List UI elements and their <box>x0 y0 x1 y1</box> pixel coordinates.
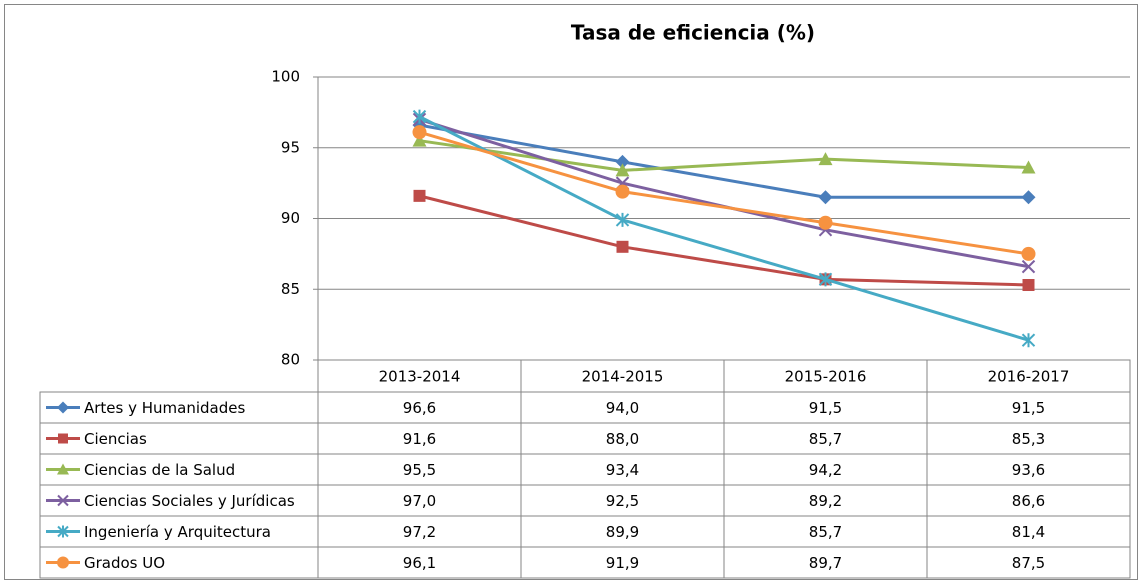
legend-label: Ciencias <box>84 430 147 448</box>
legend-label: Ciencias de la Salud <box>84 461 235 479</box>
table-cell: 97,0 <box>403 492 436 510</box>
table-cell: 89,7 <box>809 554 842 572</box>
marker <box>1021 333 1036 348</box>
table-cell: 91,5 <box>1012 399 1045 417</box>
marker <box>1022 279 1035 292</box>
table-cell: 96,1 <box>403 554 436 572</box>
y-tick-label: 95 <box>281 138 300 156</box>
marker <box>57 525 69 538</box>
marker <box>615 154 630 169</box>
marker <box>57 556 69 569</box>
chart-title: Tasa de eficiencia (%) <box>571 21 815 45</box>
marker <box>1021 160 1036 174</box>
marker <box>615 212 630 227</box>
table-cell: 93,4 <box>606 461 639 479</box>
table-cell: 85,7 <box>809 430 842 448</box>
chart-border <box>4 4 1138 580</box>
marker <box>615 163 630 177</box>
marker <box>818 215 833 230</box>
x-tick-label: 2014-2015 <box>582 368 664 386</box>
table-cell: 92,5 <box>606 492 639 510</box>
legend-label: Grados UO <box>84 554 165 572</box>
marker <box>1021 259 1036 274</box>
marker <box>615 184 630 199</box>
marker <box>58 433 68 444</box>
x-tick-label: 2013-2014 <box>379 368 461 386</box>
y-tick-label: 85 <box>281 280 300 298</box>
series-line <box>419 194 1029 287</box>
legend-label: Artes y Humanidades <box>84 399 245 417</box>
marker <box>818 272 833 287</box>
legend-label: Ciencias Sociales y Jurídicas <box>84 492 295 510</box>
y-tick-label: 90 <box>281 209 300 227</box>
table-cell: 91,9 <box>606 554 639 572</box>
table-cell: 95,5 <box>403 461 436 479</box>
marker <box>412 109 427 124</box>
table-cell: 93,6 <box>1012 461 1045 479</box>
table-cell: 91,5 <box>809 399 842 417</box>
table-cell: 89,9 <box>606 523 639 541</box>
table-cell: 85,7 <box>809 523 842 541</box>
marker <box>412 133 427 147</box>
table-cell: 87,5 <box>1012 554 1045 572</box>
y-tick-label: 100 <box>271 68 300 86</box>
series-line <box>418 115 1029 342</box>
marker <box>1021 246 1036 261</box>
table-cell: 89,2 <box>809 492 842 510</box>
legend-label: Ingeniería y Arquitectura <box>84 523 271 541</box>
marker <box>57 463 69 475</box>
marker <box>57 401 69 414</box>
series-line <box>419 139 1029 172</box>
marker <box>818 190 833 205</box>
y-tick-label: 80 <box>281 351 300 369</box>
table-cell: 88,0 <box>606 430 639 448</box>
table-cell: 86,6 <box>1012 492 1045 510</box>
marker <box>1021 190 1036 205</box>
series-line <box>419 123 1029 199</box>
x-tick-label: 2016-2017 <box>988 368 1070 386</box>
marker <box>818 152 833 166</box>
series-line <box>419 130 1029 256</box>
marker <box>616 240 629 253</box>
table-cell: 91,6 <box>403 430 436 448</box>
table-cell: 85,3 <box>1012 430 1045 448</box>
table-cell: 96,6 <box>403 399 436 417</box>
marker <box>413 189 426 202</box>
table-cell: 94,0 <box>606 399 639 417</box>
table-cell: 81,4 <box>1012 523 1045 541</box>
x-tick-label: 2015-2016 <box>785 368 867 386</box>
marker <box>57 494 69 507</box>
marker <box>412 125 427 140</box>
table-cell: 97,2 <box>403 523 436 541</box>
table-cell: 94,2 <box>809 461 842 479</box>
